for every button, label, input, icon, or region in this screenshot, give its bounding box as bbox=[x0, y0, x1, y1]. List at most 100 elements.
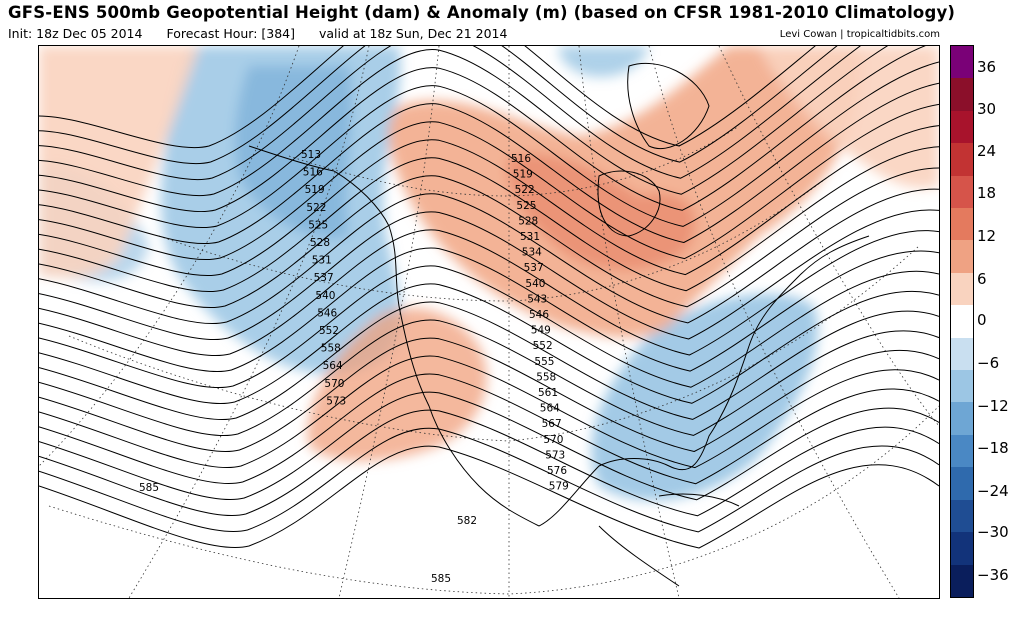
height-contour bbox=[39, 46, 838, 164]
height-contour bbox=[39, 167, 939, 309]
height-contour-labels: 513 516 519 522 525 528 531 537 540 546 552 558 564 5… bbox=[139, 149, 569, 585]
meridian-line bbox=[578, 46, 680, 598]
height-contour bbox=[39, 283, 939, 405]
parallel-line bbox=[288, 125, 740, 197]
contour-label: 516 bbox=[511, 153, 531, 165]
height-contour bbox=[39, 373, 939, 485]
colorbar-label: −36 bbox=[977, 566, 1009, 584]
colorbar-label: −6 bbox=[977, 354, 1000, 372]
contour-label: 522 bbox=[515, 184, 535, 196]
contour-label: 531 bbox=[312, 255, 332, 267]
forecast-hour: Forecast Hour: [384] bbox=[166, 26, 296, 41]
colorbar-label: 6 bbox=[977, 270, 987, 288]
contour-label: 525 bbox=[516, 200, 536, 212]
contour-label: 528 bbox=[518, 215, 538, 227]
colorbar-swatch bbox=[951, 564, 973, 597]
chart-title: GFS-ENS 500mb Geopotential Height (dam) … bbox=[8, 3, 956, 22]
init-time: Init: 18z Dec 05 2014 bbox=[8, 26, 143, 41]
subtitle: Init: 18z Dec 05 2014 Forecast Hour: [38… bbox=[8, 26, 527, 41]
positive-anomaly-northpacific bbox=[39, 46, 199, 278]
height-contour bbox=[39, 247, 939, 373]
colorbar-label: 0 bbox=[977, 311, 987, 329]
colorbar-swatch bbox=[951, 272, 973, 306]
contour-label: 558 bbox=[536, 371, 556, 383]
height-contour bbox=[39, 46, 816, 148]
central-america bbox=[598, 525, 680, 587]
contour-label: 558 bbox=[321, 343, 341, 355]
contour-label: 528 bbox=[310, 237, 330, 249]
height-contour bbox=[39, 445, 939, 549]
contour-label: 585 bbox=[431, 573, 451, 585]
colorbar-swatch bbox=[951, 175, 973, 209]
contour-label: 513 bbox=[301, 149, 321, 161]
meridian-line bbox=[39, 46, 300, 467]
colorbar-label: −30 bbox=[977, 523, 1009, 541]
height-contour bbox=[39, 209, 939, 341]
contour-label: 540 bbox=[315, 290, 335, 302]
contour-label: 537 bbox=[524, 262, 544, 274]
height-contour bbox=[39, 146, 939, 292]
meridian-line bbox=[648, 46, 900, 598]
lat-lon-grid bbox=[39, 46, 939, 598]
height-contour bbox=[39, 301, 939, 420]
colorbar-swatch bbox=[951, 208, 973, 241]
positive-anomaly-atlantic bbox=[759, 46, 939, 188]
meridian-line bbox=[338, 46, 440, 598]
height-contour bbox=[39, 355, 939, 469]
cuba bbox=[658, 493, 740, 507]
height-contour bbox=[39, 337, 939, 453]
contour-label: 573 bbox=[545, 449, 565, 461]
contour-label: 531 bbox=[520, 231, 540, 243]
height-contour bbox=[39, 229, 939, 357]
colorbar-swatch bbox=[951, 370, 973, 403]
contour-label: 546 bbox=[317, 307, 337, 319]
height-contour bbox=[39, 46, 889, 196]
colorbar-label: 30 bbox=[977, 100, 997, 118]
map-canvas: 513 516 519 522 525 528 531 537 540 546 552 558 564 5… bbox=[39, 46, 939, 598]
colorbar-swatch bbox=[951, 46, 973, 79]
colorbar-swatch bbox=[951, 499, 973, 533]
contour-label: 555 bbox=[534, 356, 554, 368]
greenland-coast bbox=[627, 62, 710, 150]
parallel-line bbox=[68, 245, 920, 442]
height-contour bbox=[39, 265, 939, 389]
height-contour bbox=[39, 61, 939, 228]
anomaly-shading bbox=[39, 46, 939, 501]
valid-time: valid at 18z Sun, Dec 21 2014 bbox=[319, 26, 508, 41]
contour-label: 582 bbox=[457, 515, 477, 527]
anomaly-colorbar bbox=[950, 45, 974, 598]
colorbar-swatch bbox=[951, 110, 973, 144]
colorbar-label: 12 bbox=[977, 227, 997, 245]
contour-label: 552 bbox=[533, 340, 553, 352]
contour-label: 534 bbox=[522, 247, 542, 259]
colorbar-label: −12 bbox=[977, 397, 1009, 415]
colorbar-label: 18 bbox=[977, 184, 997, 202]
contour-label: 564 bbox=[323, 360, 343, 372]
height-contour bbox=[39, 82, 939, 244]
credit: Levi Cowan | tropicaltidbits.com bbox=[779, 29, 940, 40]
height-contour bbox=[39, 46, 926, 212]
colorbar-label: 36 bbox=[977, 58, 997, 76]
colorbar-swatch bbox=[951, 78, 973, 111]
colorbar-label: 24 bbox=[977, 142, 997, 160]
contour-label: 570 bbox=[543, 434, 563, 446]
contour-label: 537 bbox=[314, 272, 334, 284]
colorbar-swatch bbox=[951, 337, 973, 371]
east-coast bbox=[748, 235, 870, 347]
colorbar-swatch bbox=[951, 434, 973, 468]
contour-label: 579 bbox=[549, 481, 569, 493]
meridian-line bbox=[718, 46, 939, 427]
contour-label: 519 bbox=[305, 184, 325, 196]
contour-label: 564 bbox=[540, 403, 560, 415]
negative-anomaly-greenland bbox=[558, 46, 649, 77]
contour-label: 546 bbox=[529, 309, 549, 321]
colorbar-swatch bbox=[951, 143, 973, 176]
contour-label: 525 bbox=[308, 219, 328, 231]
colorbar-swatch bbox=[951, 467, 973, 500]
negative-anomaly-pacific-core bbox=[234, 66, 352, 238]
contour-label: 585 bbox=[139, 482, 159, 494]
contour-label: 567 bbox=[542, 418, 562, 430]
contour-label: 570 bbox=[324, 378, 344, 390]
height-contour bbox=[39, 319, 939, 436]
height-contour bbox=[39, 391, 939, 501]
